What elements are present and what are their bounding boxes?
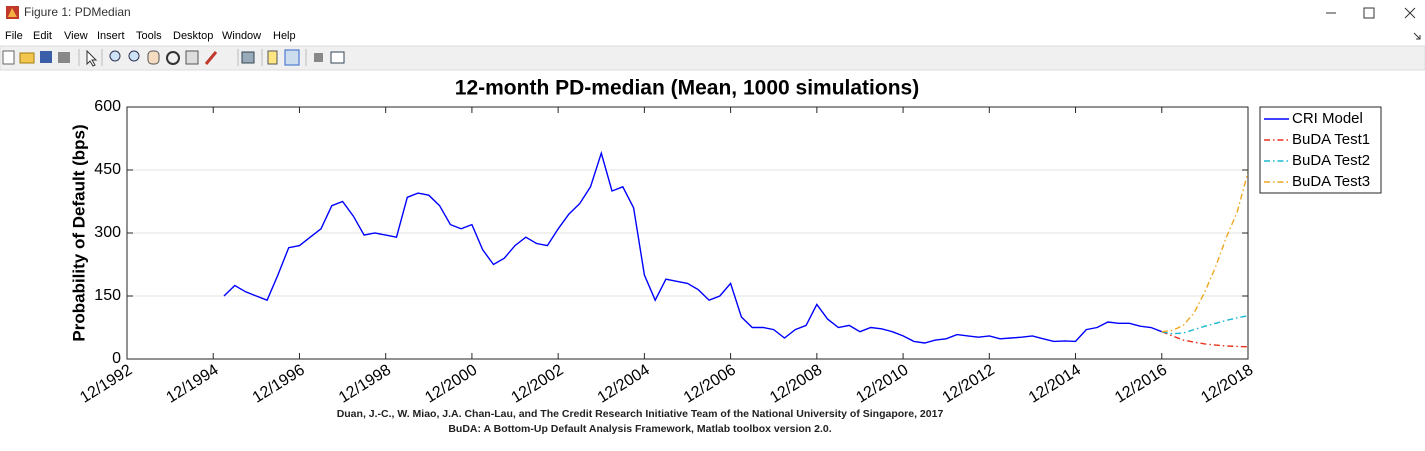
pointer-icon[interactable]: [86, 49, 98, 67]
print-icon[interactable]: [58, 52, 70, 63]
footer-line: BuDA: A Bottom-Up Default Analysis Frame…: [448, 423, 831, 435]
datacursor-icon[interactable]: [185, 50, 199, 65]
x-tick-label: 12/2000: [422, 362, 480, 407]
menu-bar: [0, 26, 1425, 46]
x-tick-label: 12/1992: [77, 362, 135, 407]
y-tick-label: 150: [94, 287, 121, 304]
x-tick-label: 12/2016: [1112, 362, 1170, 407]
zoom-out-icon[interactable]: [128, 50, 140, 62]
y-axis-label: Probability of Default (bps): [69, 124, 88, 341]
colorbar-icon[interactable]: [267, 50, 278, 65]
series-line: [1161, 331, 1249, 348]
x-tick-label: 12/2014: [1026, 362, 1084, 407]
x-tick-label: 12/2002: [508, 362, 566, 407]
link-icon[interactable]: [241, 51, 255, 64]
menu-item[interactable]: Help: [273, 30, 296, 42]
x-tick-label: 12/2012: [940, 362, 998, 407]
y-tick-label: 300: [94, 224, 121, 241]
y-tick-label: 600: [94, 98, 121, 115]
menu-item[interactable]: Window: [222, 30, 261, 42]
x-tick-label: 12/1994: [164, 362, 222, 407]
toolbar-icons: [2, 49, 345, 67]
maximize-button[interactable]: [1363, 7, 1375, 19]
x-tick-label: 12/2008: [767, 362, 825, 407]
legend-box: [1259, 106, 1382, 194]
dock-icon[interactable]: [330, 51, 345, 64]
legend-icon[interactable]: [284, 49, 300, 66]
x-tick-label: 12/2018: [1198, 362, 1256, 407]
y-tick-label: 450: [94, 161, 121, 178]
brush-icon[interactable]: [204, 51, 218, 65]
close-button[interactable]: [1404, 7, 1416, 19]
legend-label: BuDA Test1: [1292, 131, 1370, 148]
dock-arrow[interactable]: [1413, 32, 1421, 40]
menu-item[interactable]: Desktop: [173, 30, 213, 42]
axes-box: [126, 106, 1249, 360]
chart: 12-month PD-median (Mean, 1000 simulatio…: [69, 77, 1382, 435]
window-title: Figure 1: PDMedian: [24, 5, 131, 19]
menu-item[interactable]: View: [64, 30, 88, 42]
legend-label: BuDA Test3: [1292, 173, 1370, 190]
menu-item[interactable]: File: [5, 30, 23, 42]
title-bar: [0, 0, 1425, 26]
chart-title: 12-month PD-median (Mean, 1000 simulatio…: [455, 77, 919, 100]
new-icon[interactable]: [2, 50, 15, 65]
x-tick-label: 12/1996: [250, 362, 308, 407]
menu-item[interactable]: Insert: [97, 30, 125, 42]
series-line: [1161, 315, 1249, 335]
x-tick-label: 12/1998: [336, 362, 394, 407]
legend-label: BuDA Test2: [1292, 152, 1370, 169]
menu-item[interactable]: Edit: [33, 30, 52, 42]
toolbar: [0, 45, 1425, 71]
series-line: [1161, 171, 1249, 333]
rotate-icon[interactable]: [166, 51, 180, 65]
x-tick-label: 12/2004: [595, 362, 653, 407]
legend-label: CRI Model: [1292, 110, 1363, 127]
menu-item[interactable]: Tools: [136, 30, 162, 42]
x-tick-label: 12/2006: [681, 362, 739, 407]
open-icon[interactable]: [19, 52, 35, 64]
app-icon-shape: [8, 8, 17, 17]
footer-line: Duan, J.-C., W. Miao, J.A. Chan-Lau, and…: [337, 408, 944, 420]
pan-icon[interactable]: [147, 50, 160, 65]
y-tick-label: 0: [112, 350, 121, 367]
zoom-in-icon[interactable]: [109, 50, 121, 62]
save-icon[interactable]: [40, 51, 52, 63]
x-tick-label: 12/2010: [853, 362, 911, 407]
hide-tools-icon[interactable]: [314, 53, 323, 62]
series-line: [223, 150, 1163, 344]
